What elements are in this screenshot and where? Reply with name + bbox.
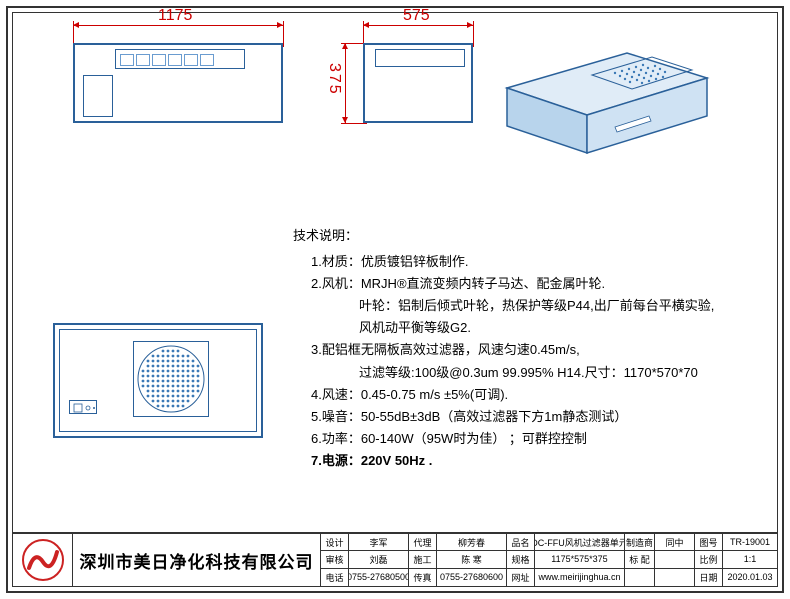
tb-label: 品名 [507, 534, 535, 551]
tb-value: 同中 [655, 534, 695, 551]
tb-label [625, 569, 655, 586]
tb-label: 网址 [507, 569, 535, 586]
spec-item: 4.风速：0.45-0.75 m/s ±5%(可调). [293, 384, 747, 406]
tb-value: 1175*575*375 [535, 551, 625, 568]
dim-depth: 575 [403, 7, 430, 25]
tb-label: 标 配 [625, 551, 655, 568]
tb-value: TR-19001 [723, 534, 777, 551]
dim-height: 375 [325, 63, 343, 96]
tb-value: 刘磊 [349, 551, 409, 568]
top-view-fan-grille [137, 345, 205, 413]
drawing-frame-inner: 1175 575 375 [12, 12, 778, 587]
tb-value: 1:1 [723, 551, 777, 568]
tb-label: 制造商 [625, 534, 655, 551]
dim-line-depth [363, 25, 473, 26]
tb-label: 审核 [321, 551, 349, 568]
tb-label: 比例 [695, 551, 723, 568]
tb-value [655, 569, 695, 586]
tb-label: 电话 [321, 569, 349, 586]
front-view-body [73, 43, 283, 123]
dim-line-height [345, 43, 346, 123]
tb-label: 施工 [409, 551, 437, 568]
spec-item: 过滤等级:100级@0.3um 99.995% H14.尺寸：1170*570*… [293, 362, 747, 384]
tb-value: 陈 寒 [437, 551, 507, 568]
tb-value: DC-FFU风机过滤器单元 [535, 534, 625, 551]
spec-item: 2.风机：MRJH®直流变频内转子马达、配金属叶轮. [293, 273, 747, 295]
top-view [53, 323, 263, 438]
title-block: 深圳市美日净化科技有限公司 设计 李军 代理 柳芳春 品名 DC-FFU风机过滤… [13, 532, 777, 586]
tb-value: 0755-27680500 [349, 569, 409, 586]
tb-label: 规格 [507, 551, 535, 568]
tb-label: 代理 [409, 534, 437, 551]
front-view-control [83, 75, 113, 117]
company-name: 深圳市美日净化科技有限公司 [73, 534, 321, 586]
isometric-view [497, 33, 717, 163]
spec-item: 3.配铝框无隔板高效过滤器，风速匀速0.45m/s, [293, 339, 747, 361]
side-view-top-panel [375, 49, 465, 67]
tb-value: 柳芳春 [437, 534, 507, 551]
side-view: 575 375 [363, 43, 473, 123]
tb-value: 李军 [349, 534, 409, 551]
technical-spec: 技术说明： 1.材质：优质镀铝锌板制作. 2.风机：MRJH®直流变频内转子马达… [293, 225, 747, 472]
front-view: 1175 [73, 43, 283, 123]
dim-ext [341, 123, 367, 124]
spec-title: 技术说明： [293, 225, 747, 247]
tb-label: 传真 [409, 569, 437, 586]
tb-label: 图号 [695, 534, 723, 551]
spec-item: 叶轮：铝制后倾式叶轮，热保护等级P44,出厂前每台平横实验, [293, 295, 747, 317]
spec-item: 6.功率：60-140W（95W时为佳） ；可群控控制 [293, 428, 747, 450]
tb-value [655, 551, 695, 568]
spec-item: 7.电源：220V 50Hz . [293, 450, 747, 472]
spec-item: 5.噪音：50-55dB±3dB（高效过滤器下方1m静态测试） [293, 406, 747, 428]
dim-line-width [73, 25, 283, 26]
spec-item: 风机动平衡等级G2. [293, 317, 747, 339]
title-block-grid: 设计 李军 代理 柳芳春 品名 DC-FFU风机过滤器单元 制造商 同中 图号 … [321, 534, 777, 586]
tb-value: www.meirijinghua.cn [535, 569, 625, 586]
front-view-grille [120, 53, 240, 65]
dim-ext [283, 21, 284, 47]
top-view-control-panel [69, 400, 97, 414]
tb-label: 设计 [321, 534, 349, 551]
tb-value: 2020.01.03 [723, 569, 777, 586]
top-view-body [53, 323, 263, 438]
company-logo [13, 534, 73, 586]
tb-label: 日期 [695, 569, 723, 586]
tb-value: 0755-27680600 [437, 569, 507, 586]
side-view-body [363, 43, 473, 123]
spec-item: 1.材质：优质镀铝锌板制作. [293, 251, 747, 273]
dim-ext [473, 21, 474, 47]
dim-width: 1175 [158, 7, 192, 25]
drawing-frame-outer: 1175 575 375 [6, 6, 784, 593]
